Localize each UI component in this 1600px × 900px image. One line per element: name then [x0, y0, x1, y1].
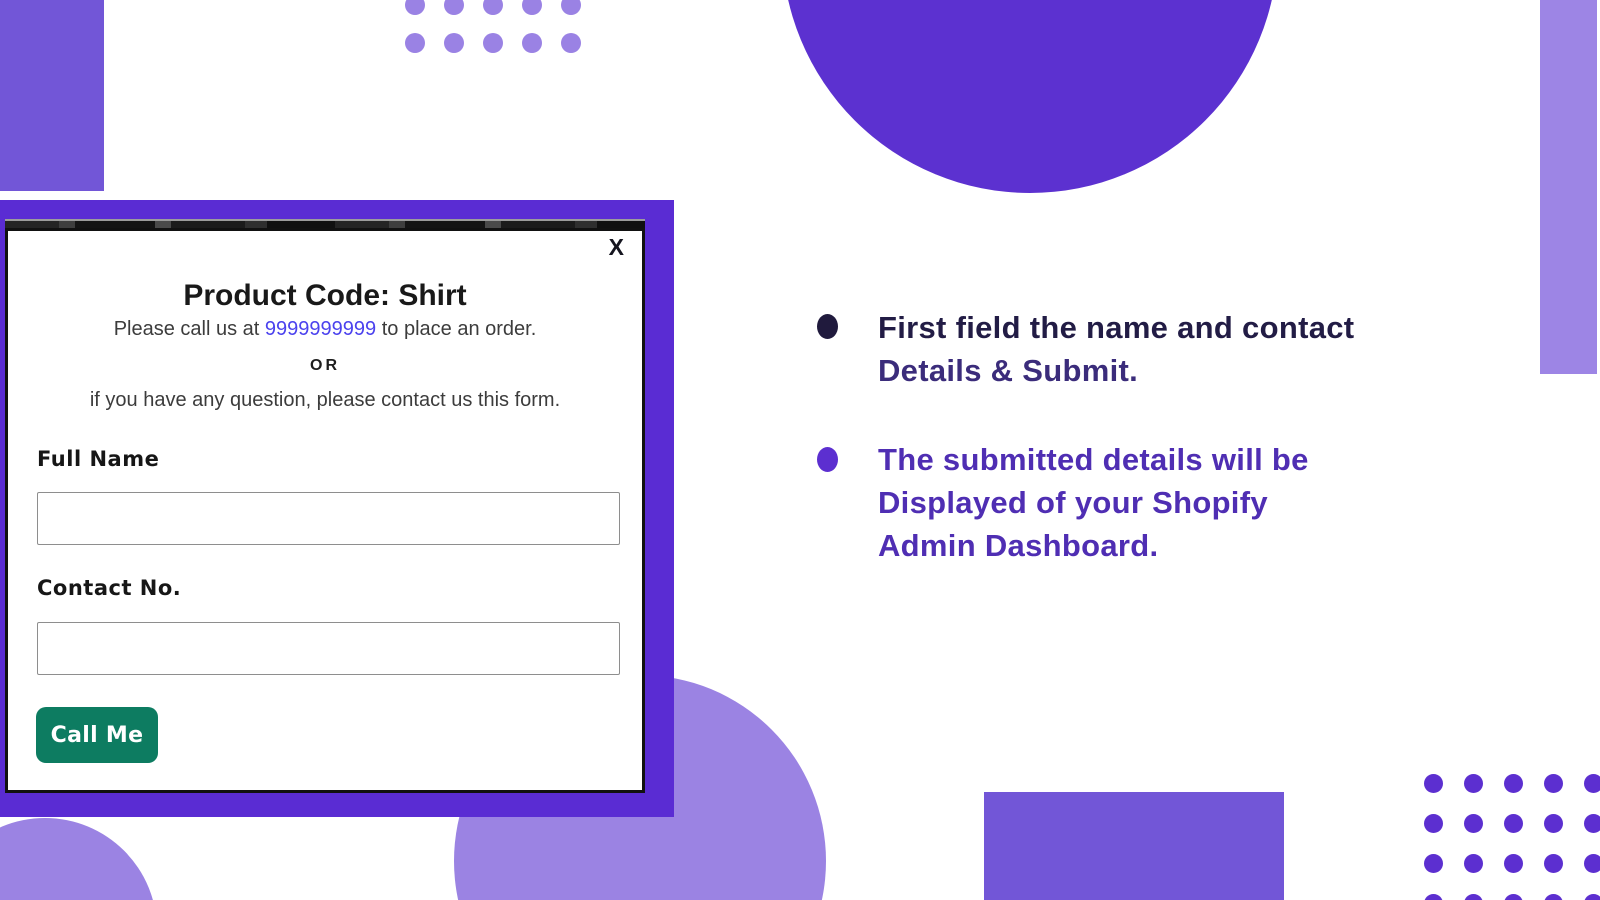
full-name-label: Full Name	[37, 447, 160, 471]
subtitle-suffix: to place an order.	[376, 318, 537, 340]
dot-icon	[1583, 853, 1600, 873]
dot-icon	[1463, 813, 1483, 833]
product-modal-frame: X Product Code: Shirt Please call us at …	[0, 200, 674, 817]
bullet-dot	[817, 447, 838, 472]
dot-icon	[405, 33, 425, 53]
dot-icon	[483, 33, 503, 53]
bullet-line: The submitted details will be	[878, 442, 1309, 477]
dot-icon	[1583, 893, 1600, 900]
dot-icon	[1423, 773, 1443, 793]
dot-icon	[405, 0, 425, 15]
dot-icon	[1583, 813, 1600, 833]
dot-icon	[1463, 893, 1483, 900]
dot-icon	[1463, 773, 1483, 793]
dot-icon	[1543, 773, 1563, 793]
dot-icon	[1503, 853, 1523, 873]
dot-icon	[1503, 773, 1523, 793]
close-icon[interactable]: X	[608, 234, 624, 260]
dot-icon	[444, 0, 464, 15]
subtitle-prefix: Please call us at	[113, 318, 265, 340]
phone-link[interactable]: 9999999999	[264, 318, 377, 340]
browser-window-strip	[5, 219, 645, 228]
dot-icon	[1543, 853, 1563, 873]
or-divider: OR	[310, 357, 340, 374]
dot-icon	[1583, 773, 1600, 793]
modal-subtitle: Please call us at 9999999999 to place an…	[8, 318, 642, 341]
dot-icon	[561, 0, 581, 15]
bullet-line: First field the name and contact	[878, 310, 1355, 345]
product-modal: X Product Code: Shirt Please call us at …	[5, 228, 645, 793]
contact-no-input[interactable]	[37, 622, 620, 675]
call-me-button[interactable]: Call Me	[36, 707, 158, 763]
contact-no-label: Contact No.	[37, 576, 182, 600]
dot-icon	[1423, 813, 1443, 833]
dot-icon	[522, 0, 542, 15]
modal-title: Product Code: Shirt	[183, 279, 467, 312]
dot-icon	[1423, 853, 1443, 873]
dot-icon	[1503, 893, 1523, 900]
bullet-text-2: The submitted details will be Displayed o…	[878, 438, 1309, 567]
decor-circle-top-right	[782, 0, 1278, 193]
dot-icon	[1463, 853, 1483, 873]
bullet-line: Admin Dashboard.	[878, 528, 1159, 563]
decor-rect-right	[1540, 0, 1597, 374]
dot-icon	[1543, 893, 1563, 900]
dot-icon	[1543, 813, 1563, 833]
dot-icon	[561, 33, 581, 53]
full-name-input[interactable]	[37, 492, 620, 545]
bullet-text-1: First field the name and contact Details …	[878, 306, 1354, 392]
dot-icon	[444, 33, 464, 53]
dot-icon	[1503, 813, 1523, 833]
decor-rect-bottom	[984, 792, 1284, 900]
decor-rect-top-left	[0, 0, 104, 191]
dot-icon	[483, 0, 503, 15]
dot-icon	[1423, 893, 1443, 900]
bullet-line: Details & Submit.	[878, 353, 1139, 388]
bullet-dot	[817, 314, 838, 339]
question-line: if you have any question, please contact…	[89, 389, 561, 411]
decor-circle-bottom-left	[0, 818, 157, 900]
dot-icon	[522, 33, 542, 53]
bullet-line: Displayed of your Shopify	[878, 485, 1268, 520]
